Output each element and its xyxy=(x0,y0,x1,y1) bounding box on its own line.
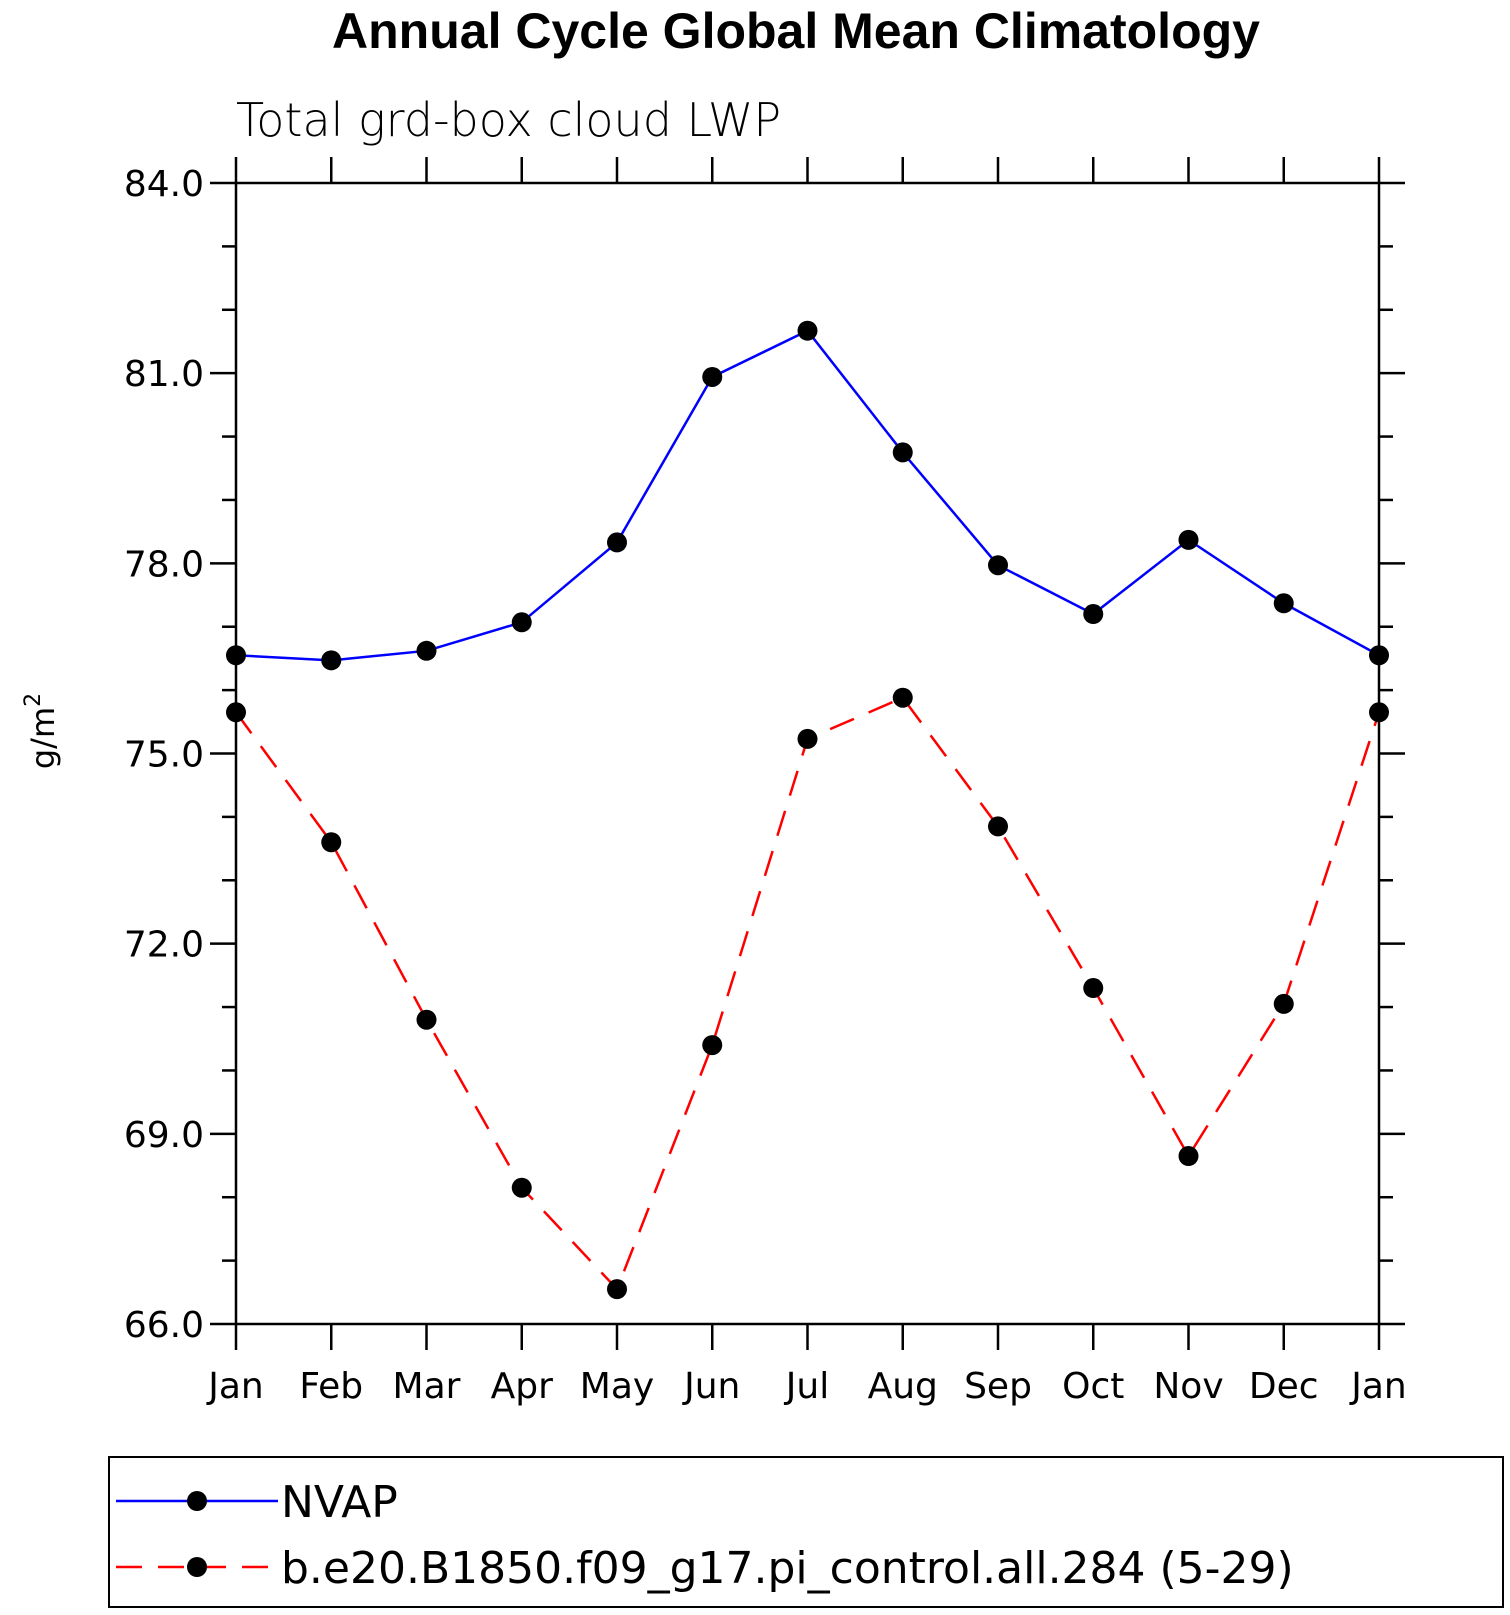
data-point xyxy=(511,1177,532,1198)
data-point xyxy=(511,612,532,633)
y-tick-label: 84.0 xyxy=(124,164,204,205)
x-tick-label: Aug xyxy=(868,1366,938,1407)
data-point xyxy=(226,645,246,666)
data-point xyxy=(892,687,913,708)
x-tick-label: Dec xyxy=(1249,1366,1319,1407)
data-point xyxy=(892,442,913,463)
y-axis-label-base: g/m xyxy=(24,707,62,769)
x-tick-label: Jun xyxy=(682,1366,740,1407)
data-point xyxy=(226,702,246,723)
y-tick-labels: 66.0 69.0 72.0 75.0 78.0 81.0 84.0 xyxy=(124,164,204,1346)
legend-entries: NVAP b.e20.B1850.f09_g17.pi_control.all.2… xyxy=(116,1477,1294,1594)
data-point xyxy=(1178,1146,1199,1167)
data-point xyxy=(797,728,818,749)
series-2 xyxy=(226,687,1389,1300)
y-tick-label: 75.0 xyxy=(124,735,204,776)
data-point xyxy=(607,532,627,553)
legend-box xyxy=(108,1456,1504,1608)
chart-subtitle: Total grd-box cloud LWP xyxy=(236,93,781,147)
data-point xyxy=(988,555,1008,576)
x-tick-label: Nov xyxy=(1153,1366,1223,1407)
data-point xyxy=(321,832,342,853)
series-line xyxy=(234,696,1381,1292)
series-1 xyxy=(226,320,1389,671)
data-point xyxy=(988,816,1008,837)
y-tick-label: 81.0 xyxy=(124,354,204,395)
y-axis-label: g/m2 xyxy=(21,693,62,769)
chart-title: Annual Cycle Global Mean Climatology xyxy=(332,3,1260,59)
y-tick-label: 69.0 xyxy=(124,1115,204,1156)
x-tick-label: Sep xyxy=(964,1366,1032,1407)
legend-marker xyxy=(187,1491,207,1511)
y-tick-label: 66.0 xyxy=(124,1305,204,1346)
data-point xyxy=(1083,978,1104,999)
series-layer xyxy=(226,320,1389,1300)
x-tick-label: Jan xyxy=(1349,1366,1407,1407)
data-point xyxy=(797,320,818,341)
x-tick-label: May xyxy=(580,1366,654,1407)
legend-marker xyxy=(187,1557,207,1577)
data-point xyxy=(607,1279,627,1300)
y-axis-label-superscript: 2 xyxy=(21,693,46,707)
data-point xyxy=(416,640,437,661)
plot-frame xyxy=(234,181,1381,1326)
data-point xyxy=(1369,645,1389,666)
legend-label: b.e20.B1850.f09_g17.pi_control.all.284 (… xyxy=(281,1543,1294,1594)
y-tick-label: 72.0 xyxy=(124,925,204,966)
y-tick-label: 78.0 xyxy=(124,544,204,585)
data-point xyxy=(1178,529,1199,550)
legend-entry-2: b.e20.B1850.f09_g17.pi_control.all.284 (… xyxy=(116,1543,1294,1594)
series-line xyxy=(235,329,1380,662)
data-point xyxy=(702,1035,723,1056)
data-point xyxy=(1369,702,1389,723)
legend-label: NVAP xyxy=(281,1477,398,1528)
svg-text:g/m2: g/m2 xyxy=(21,693,62,769)
data-point xyxy=(1273,593,1294,614)
data-point xyxy=(702,366,723,387)
data-point xyxy=(321,650,342,671)
legend-entry-1: NVAP xyxy=(116,1477,398,1528)
x-tick-label: Oct xyxy=(1062,1366,1124,1407)
data-point xyxy=(416,1009,437,1030)
x-tick-label: Mar xyxy=(393,1366,461,1407)
x-tick-label: Feb xyxy=(299,1366,363,1407)
data-point xyxy=(1273,993,1294,1014)
x-tick-labels: Jan Feb Mar Apr May Jun Jul Aug Sep Oct Nov Dec Jan xyxy=(206,1366,1407,1407)
axis-ticks xyxy=(210,157,1405,1350)
x-tick-label: Jan xyxy=(206,1366,264,1407)
x-tick-label: Jul xyxy=(784,1366,829,1407)
x-tick-label: Apr xyxy=(491,1366,553,1407)
data-point xyxy=(1083,604,1104,625)
